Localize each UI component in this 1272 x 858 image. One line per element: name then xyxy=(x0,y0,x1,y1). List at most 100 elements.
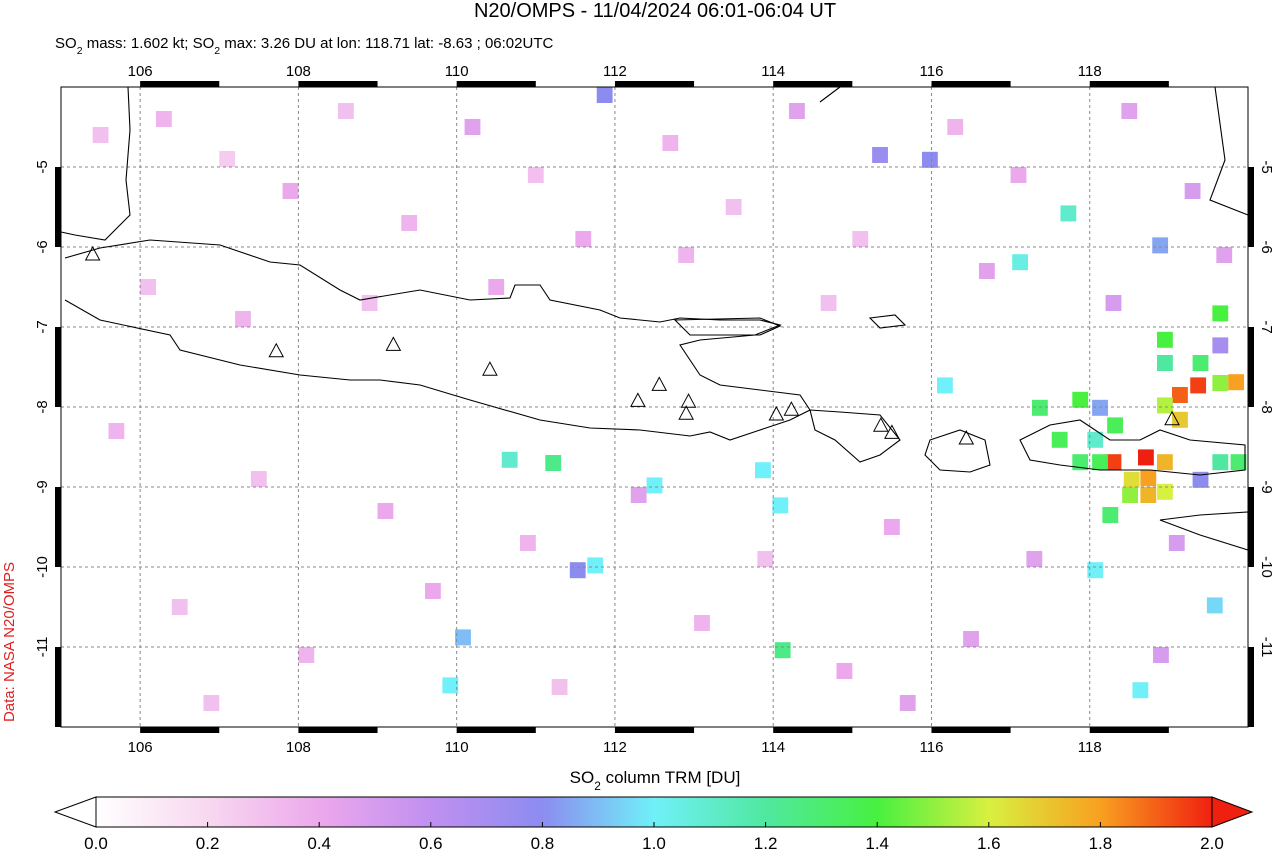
so2-pixel xyxy=(140,279,156,295)
so2-pixel xyxy=(694,615,710,631)
y-tick-label: -10 xyxy=(1258,556,1272,578)
volcano-marker xyxy=(651,376,668,391)
so2-pixel xyxy=(1212,454,1229,471)
so2-pixel xyxy=(1105,295,1122,311)
coastline xyxy=(673,317,782,336)
so2-pixel xyxy=(789,103,805,119)
so2-pixel xyxy=(947,119,964,135)
colorbar-tick-label: 1.0 xyxy=(642,834,666,853)
so2-pixel xyxy=(1138,449,1154,466)
so2-pixel xyxy=(1121,103,1138,119)
so2-pixel xyxy=(978,263,995,279)
volcano-marker xyxy=(768,405,785,421)
so2-pixel xyxy=(1012,254,1029,271)
y-tick-label: -7 xyxy=(1258,320,1272,333)
so2-pixel xyxy=(587,557,604,574)
map-subtitle: SO2 mass: 1.602 kt; SO2 max: 3.26 DU at … xyxy=(55,35,553,57)
frame-band xyxy=(55,327,61,407)
so2-pixel xyxy=(337,103,354,119)
x-tick-label: 118 xyxy=(1078,63,1102,80)
x-tick-label: 110 xyxy=(445,63,469,80)
so2-pixel xyxy=(1105,454,1122,471)
so2-pixel xyxy=(455,629,471,646)
so2-pixel xyxy=(1216,247,1233,263)
subscript: 2 xyxy=(77,45,83,57)
so2-pixel xyxy=(820,295,837,311)
x-tick-label: 108 xyxy=(286,739,311,756)
so2-pixel xyxy=(464,119,481,135)
colorbar-label: SO2 column TRM [DU] xyxy=(570,768,741,793)
so2-pixel xyxy=(575,231,592,247)
text-segment: column TRM [DU] xyxy=(601,768,741,787)
y-tick-label: -9 xyxy=(1258,480,1272,493)
so2-pixel xyxy=(401,215,418,231)
so2-pixel xyxy=(852,231,869,247)
frame-band xyxy=(614,727,695,733)
so2-pixel xyxy=(1190,377,1207,394)
map-title: N20/OMPS - 11/04/2024 06:01-06:04 UT xyxy=(474,0,836,22)
x-tick-label: 114 xyxy=(761,739,785,756)
so2-pixel xyxy=(596,87,613,103)
so2-pixel xyxy=(108,423,125,439)
so2-pixel xyxy=(662,135,679,151)
coastline xyxy=(60,86,131,241)
y-tick-label: -10 xyxy=(34,556,51,578)
so2-pixel xyxy=(883,519,900,535)
so2-pixel xyxy=(1172,411,1188,428)
frame-band xyxy=(1089,727,1169,733)
so2-pixel xyxy=(298,647,315,663)
so2-pixel xyxy=(488,279,505,295)
so2-pixel xyxy=(1192,355,1209,371)
colorbar-over xyxy=(1211,796,1254,828)
y-tick-label: -5 xyxy=(34,160,51,173)
so2-pixel xyxy=(1156,454,1173,471)
so2-pixel xyxy=(1072,391,1089,408)
so2-pixel xyxy=(155,111,172,127)
volcano-marker xyxy=(268,342,285,358)
grid-layer xyxy=(61,87,1248,727)
y-tick-label: -7 xyxy=(34,320,51,333)
colorbar-tick-label: 1.2 xyxy=(754,834,778,853)
frame-band xyxy=(1089,81,1169,87)
so2-pixel xyxy=(757,551,774,567)
y-tick-label: -8 xyxy=(34,400,51,413)
so2-pixel xyxy=(1010,167,1027,183)
so2-pixel xyxy=(1168,535,1185,551)
colorbar-tick-label: 2.0 xyxy=(1200,834,1224,853)
so2-pixel xyxy=(1123,471,1140,488)
frame-band xyxy=(931,727,1011,733)
frame-band xyxy=(614,81,695,87)
y-tick-label: -11 xyxy=(34,637,51,658)
so2-pixel xyxy=(1140,487,1157,503)
so2-pixel xyxy=(250,471,267,487)
colorbar-tick-label: 0.0 xyxy=(84,834,108,853)
so2-pixel xyxy=(1206,597,1223,614)
so2-pixel xyxy=(1132,682,1149,699)
so2-pixel xyxy=(872,147,888,163)
so2-pixel xyxy=(1122,487,1139,503)
frame-band xyxy=(456,727,536,733)
so2-pixel xyxy=(545,455,562,471)
so2-pixel xyxy=(1107,417,1123,434)
x-tick-label: 106 xyxy=(128,739,153,756)
so2-pixel xyxy=(442,677,459,694)
subscript: 2 xyxy=(594,779,601,793)
frame-band xyxy=(1248,167,1254,247)
so2-pixel xyxy=(1092,454,1108,471)
coastline xyxy=(924,429,991,473)
so2-pixel xyxy=(1031,399,1048,416)
colorbar-tick-label: 1.6 xyxy=(977,834,1001,853)
y-tick-label: -5 xyxy=(1258,160,1272,173)
so2-pixel xyxy=(1087,431,1104,448)
so2-pixel xyxy=(646,477,663,494)
volcano-marker xyxy=(783,401,800,416)
x-tick-label: 116 xyxy=(920,63,944,80)
x-tick-label: 108 xyxy=(286,63,311,80)
so2-pixel xyxy=(1102,507,1119,523)
pixel-layer xyxy=(92,87,1247,711)
colorbar-tick-label: 1.4 xyxy=(865,834,889,853)
so2-pixel xyxy=(425,583,441,599)
so2-pixel xyxy=(1212,305,1229,322)
so2-pixel xyxy=(937,377,953,394)
so2-pixel xyxy=(569,562,586,579)
